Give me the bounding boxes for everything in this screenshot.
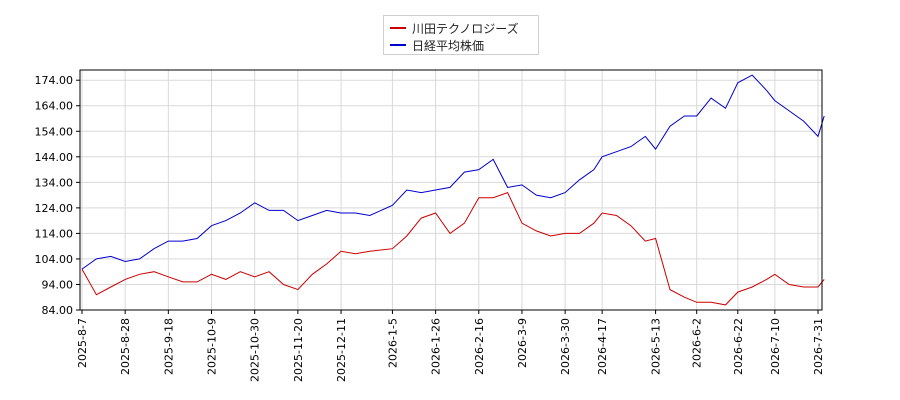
y-tick-label: 134.00	[35, 176, 74, 189]
legend-label-kawada: 川田テクノロジーズ	[412, 21, 519, 36]
x-tick-label: 2026-3-9	[516, 318, 529, 368]
plot-frame	[79, 69, 823, 311]
grid	[80, 70, 822, 311]
x-tick-label: 2026-7-31	[812, 318, 825, 375]
y-tick-label: 124.00	[35, 202, 74, 215]
x-tick-label: 2026-7-10	[769, 318, 782, 375]
x-tick-label: 2025-12-11	[335, 318, 348, 382]
x-tick-label: 2026-1-26	[430, 318, 443, 375]
series-line-kawada	[81, 191, 825, 306]
legend-label-nikkei: 日経平均株価	[412, 38, 485, 53]
x-tick-label: 2025-8-28	[119, 318, 132, 375]
legend-swatch-nikkei	[390, 44, 406, 46]
x-axis: 2025-8-7 2025-8-28 2025-9-18 2025-10-9 2025-…	[76, 310, 825, 382]
x-tick-label: 2026-6-2	[691, 318, 704, 368]
x-tick-label: 2025-9-18	[162, 318, 175, 375]
x-tick-label: 2025-11-20	[292, 318, 305, 382]
x-tick-label: 2026-2-16	[473, 318, 486, 375]
legend-item-nikkei: 日経平均株価	[390, 36, 484, 54]
x-tick-label: 2026-4-17	[596, 318, 609, 375]
x-tick-label: 2026-1-5	[386, 318, 399, 368]
y-tick-label: 84.00	[42, 304, 74, 317]
y-tick-label: 94.00	[42, 278, 74, 291]
legend-item-kawada: 川田テクノロジーズ	[390, 19, 519, 37]
series-lines	[81, 74, 825, 306]
y-tick-label: 144.00	[35, 151, 74, 164]
x-tick-label: 2026-5-13	[650, 318, 663, 375]
x-tick-label: 2025-10-9	[206, 318, 219, 375]
y-tick-label: 154.00	[35, 125, 74, 138]
y-axis: 84.00 94.00 104.00 114.00 124.00 134.00 144.00…	[35, 74, 80, 317]
y-tick-label: 164.00	[35, 100, 74, 113]
legend: 川田テクノロジーズ 日経平均株価	[383, 15, 539, 55]
x-tick-label: 2026-3-30	[559, 318, 572, 375]
x-tick-label: 2025-10-30	[249, 318, 262, 382]
y-tick-label: 114.00	[35, 227, 74, 240]
legend-swatch-kawada	[390, 27, 406, 29]
x-tick-label: 2026-6-22	[732, 318, 745, 375]
y-tick-label: 174.00	[35, 74, 74, 87]
series-line-nikkei	[81, 74, 825, 270]
x-tick-label: 2025-8-7	[76, 318, 89, 368]
y-tick-label: 104.00	[35, 253, 74, 266]
